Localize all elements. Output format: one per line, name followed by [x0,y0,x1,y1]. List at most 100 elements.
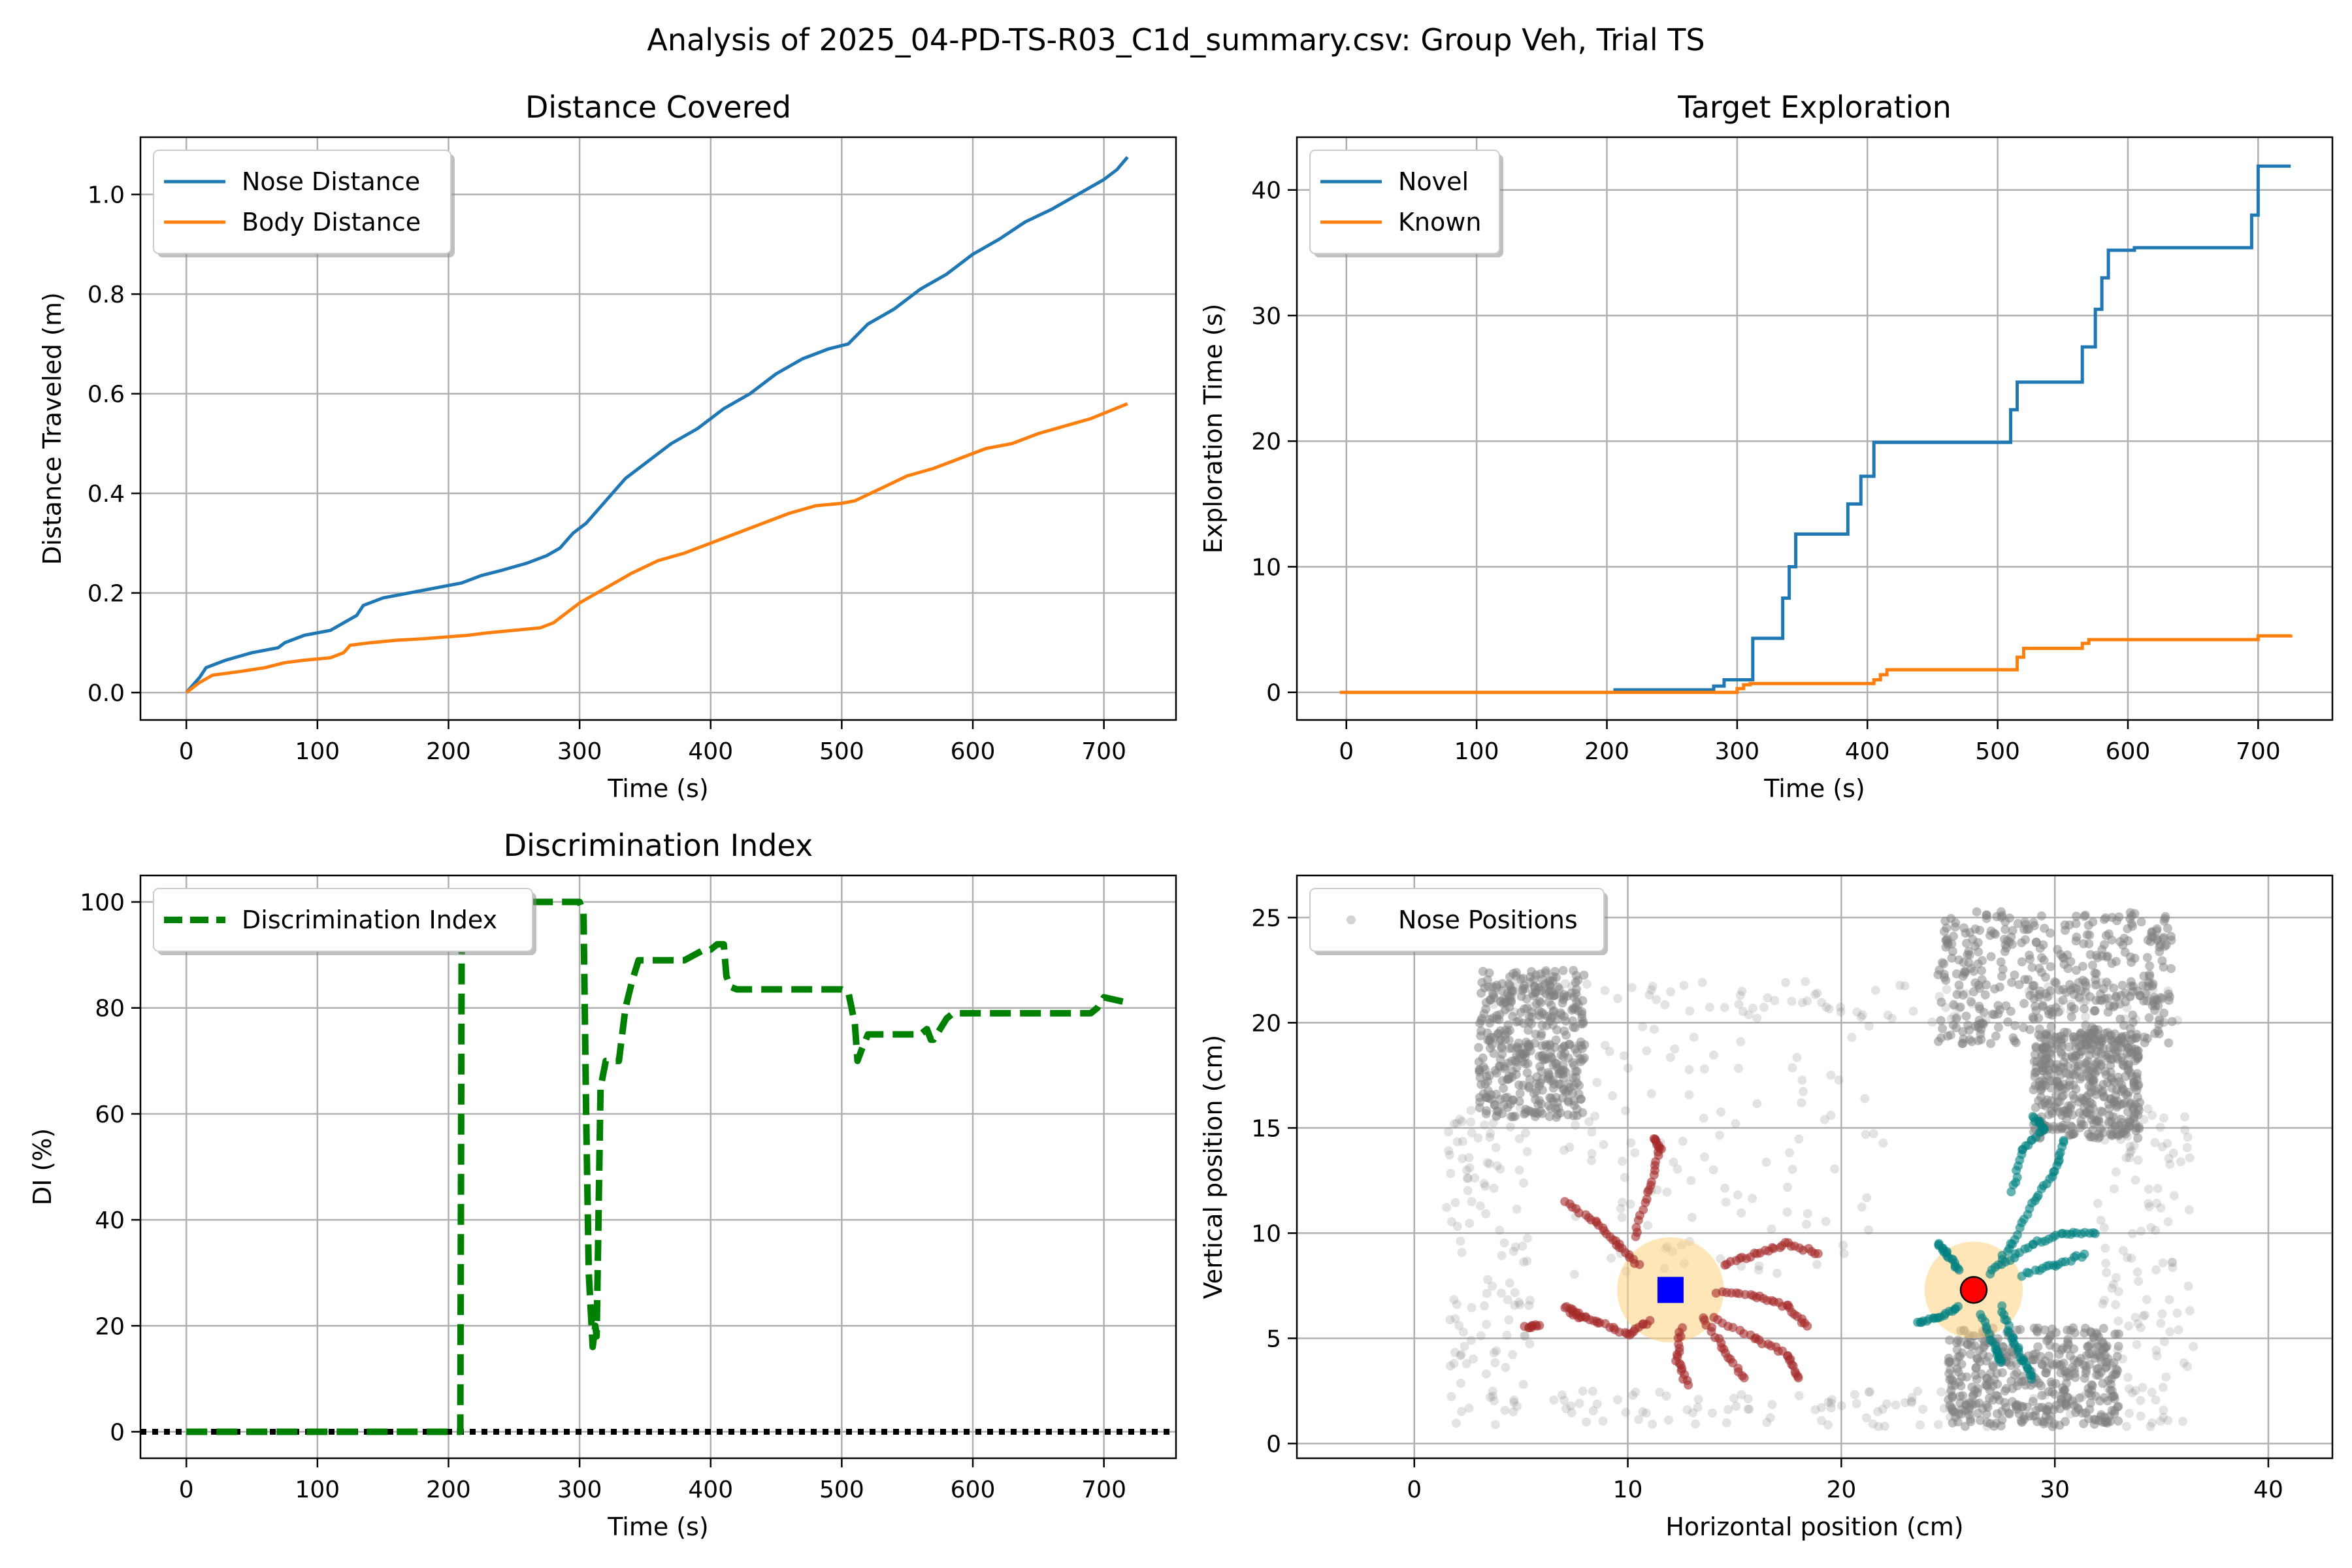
nose-position-point [1915,1420,1925,1430]
nose-position-point [1628,1390,1638,1400]
nose-position-point [2013,1401,2023,1411]
nose-position-point [2038,1002,2048,1011]
nose-position-point [2001,924,2010,934]
nose-position-point [2036,911,2046,921]
nose-position-point [1906,1397,1916,1407]
nose-position-point [2007,939,2017,949]
nose-position-point [1826,1111,1836,1120]
exploration-point [1793,1373,1803,1383]
nose-position-point [1451,1418,1461,1428]
nose-position-point [1957,1360,1967,1369]
nose-position-point [1837,1401,1846,1411]
nose-position-point [2083,1341,2093,1351]
nose-position-point [2174,1325,2183,1335]
nose-position-point [1961,1011,1971,1021]
x-tick-label: 100 [1454,738,1499,765]
nose-position-point [2060,920,2070,930]
nose-position-point [1913,1386,1923,1396]
nose-position-point [1509,986,1519,996]
nose-position-point [1559,1145,1569,1155]
nose-position-point [1948,1418,1957,1428]
nose-position-point [2185,1153,2195,1163]
nose-position-point [2119,1021,2129,1030]
nose-position-point [1520,1004,1529,1014]
nose-position-point [2069,1004,2079,1014]
nose-position-point [1617,1213,1627,1222]
nose-position-point [2124,1384,2134,1394]
x-axis-label: Horizontal position (cm) [1665,1512,1963,1541]
nose-position-point [1469,1354,1478,1364]
nose-position-point [1957,1039,1967,1049]
nose-position-point [1688,1408,1698,1418]
nose-position-point [1510,1288,1520,1298]
nose-position-point [1961,989,1971,999]
nose-position-point [1936,1387,1946,1397]
legend-swatch [1347,915,1356,924]
nose-position-point [1762,1418,1772,1428]
x-axis-label: Time (s) [607,1512,709,1541]
nose-position-point [1578,1019,1588,1028]
nose-position-point [2044,1334,2053,1344]
nose-position-point [1486,1128,1495,1138]
nose-position-point [2087,960,2097,970]
nose-position-point [2079,1419,2089,1429]
nose-position-point [1772,1268,1782,1278]
nose-position-point [1511,1242,1520,1252]
nose-position-point [2127,1229,2137,1239]
nose-position-point [1652,1185,1662,1195]
nose-position-point [2055,1005,2065,1015]
y-tick-label: 25 [1251,905,1281,932]
nose-position-point [1446,1392,1456,1401]
nose-position-point [1946,913,1956,923]
nose-position-point [1529,981,1539,991]
nose-position-point [2114,1286,2123,1296]
nose-position-point [2159,1008,2169,1018]
nose-position-point [1510,1007,1520,1017]
nose-position-point [1821,1217,1831,1226]
nose-position-point [2092,1117,2102,1126]
exploration-point [2080,1249,2089,1259]
nose-position-point [1450,1314,1460,1324]
nose-position-point [2123,1252,2132,1262]
nose-position-point [1679,981,1689,990]
nose-position-point [2036,1092,2046,1102]
nose-position-point [2059,959,2069,969]
nose-position-point [1812,1260,1821,1269]
nose-position-point [1492,1346,1501,1356]
exploration-point [1639,1205,1648,1215]
nose-position-point [2122,1003,2132,1013]
nose-position-point [1607,1253,1616,1263]
nose-position-point [1457,1117,1467,1126]
nose-positions-panel: 0 10 20 30 40 0 5 10 15 20 25 Horizontal position (… [1199,874,2334,1541]
nose-position-point [1482,1028,1492,1038]
nose-position-point [1587,1149,1597,1158]
nose-position-point [2131,1056,2140,1066]
nose-position-point [1612,1395,1622,1405]
nose-position-point [1716,1254,1725,1264]
nose-position-point [2071,1408,2081,1418]
nose-position-point [1559,990,1569,1000]
nose-position-point [1489,1049,1499,1058]
nose-position-point [1660,1000,1670,1009]
nose-position-point [1452,1119,1462,1128]
nose-position-point [1444,1146,1454,1156]
nose-position-point [2045,990,2055,1000]
nose-position-point [1480,983,1490,993]
nose-position-point [2163,986,2173,996]
nose-position-point [2123,1132,2132,1141]
nose-position-point [2136,1323,2146,1333]
nose-position-point [1975,1416,1985,1426]
nose-position-point [1514,1080,1524,1090]
nose-position-point [1474,1043,1484,1053]
nose-position-point [2070,1032,2080,1042]
nose-position-point [1856,1012,1866,1022]
nose-position-point [2100,1350,2110,1360]
nose-position-point [1765,1413,1775,1422]
nose-position-point [1781,977,1791,987]
nose-position-point [1663,1415,1673,1425]
nose-position-point [2150,1137,2160,1147]
nose-position-point [1847,1032,1857,1042]
nose-position-point [2159,1113,2169,1123]
nose-position-point [1873,1407,1883,1416]
nose-position-point [1874,1422,1884,1431]
